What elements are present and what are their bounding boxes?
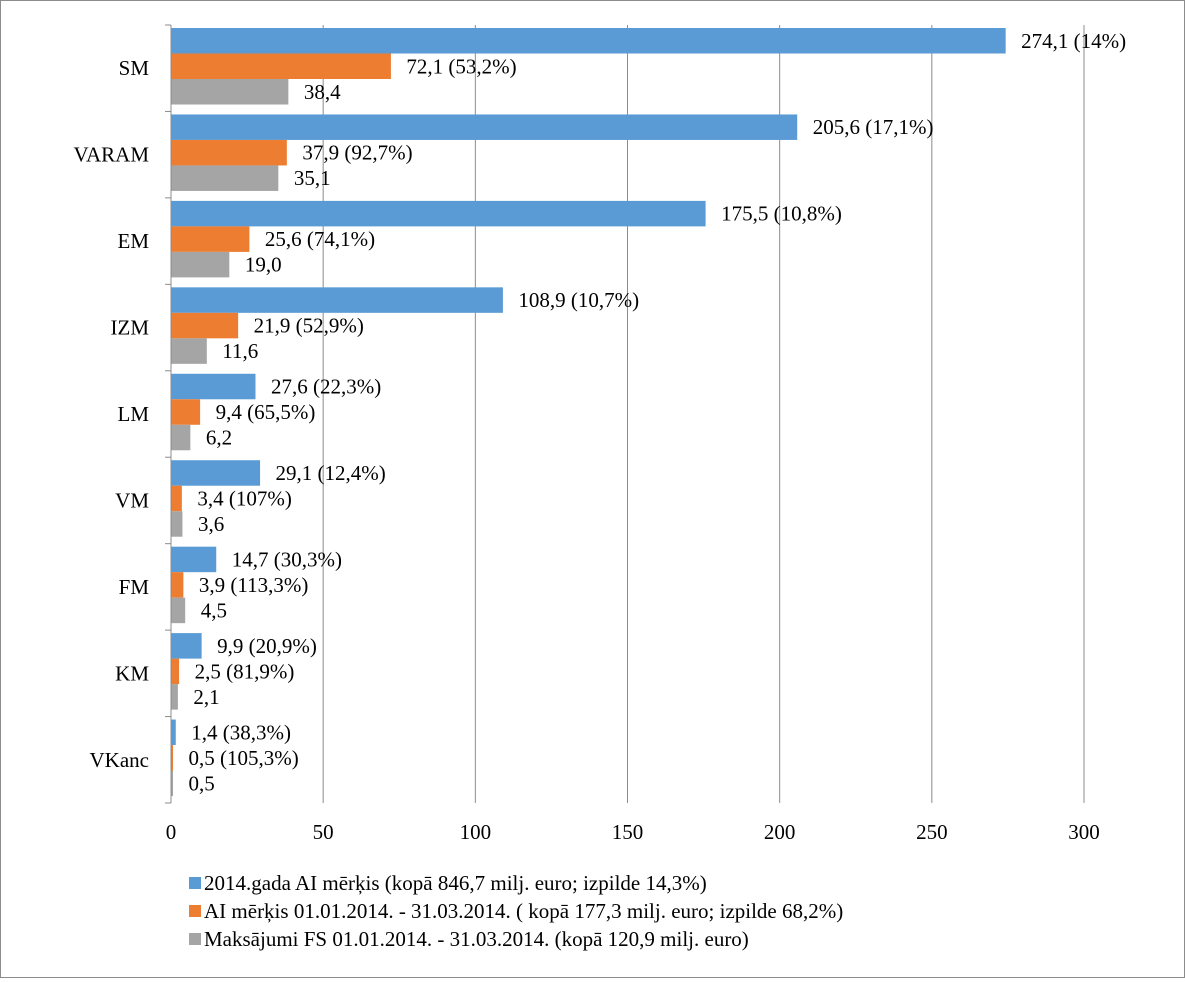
x-tick-label: 250 [916, 820, 948, 844]
bar-km-series-1 [171, 633, 202, 659]
category-label: VM [115, 488, 149, 512]
data-label: 4,5 [201, 598, 227, 622]
category-label: EM [118, 229, 150, 253]
x-tick-label: 50 [313, 820, 334, 844]
data-label: 72,1 (53,2%) [406, 54, 516, 78]
category-label: KM [115, 661, 149, 685]
data-label: 25,6 (74,1%) [265, 227, 375, 251]
bar-vm-series-2 [171, 485, 182, 512]
data-label: 35,1 [294, 166, 331, 190]
x-tick-labels: 0 50 100 150 200 250 300 [166, 820, 1100, 844]
bar-vkanc-series-2 [171, 745, 174, 771]
bar-lm-series-2 [171, 399, 201, 425]
bar-vkanc-series-3 [171, 770, 174, 797]
bar-km-series-3 [171, 684, 178, 710]
bar-izm-series-3 [171, 338, 207, 364]
data-label: 6,2 [206, 426, 232, 450]
data-labels: 274,1 (14%) 72,1 (53,2%) 38,4 205,6 (17,1%)… [189, 29, 1127, 796]
bar-lm-series-3 [171, 424, 191, 451]
category-labels: SM VARAM EM IZM LM VM FM KM VKanc [74, 56, 150, 772]
category-label: SM [119, 56, 150, 80]
data-label: 9,9 (20,9%) [217, 634, 317, 658]
x-tick-label: 150 [612, 820, 644, 844]
legend-swatch [189, 905, 201, 917]
data-label: 175,5 (10,8%) [721, 202, 842, 226]
data-label: 0,5 (105,3%) [189, 746, 299, 770]
data-label: 37,9 (92,7%) [302, 141, 412, 165]
data-label: 29,1 (12,4%) [276, 461, 386, 485]
bar-sm-series-2 [171, 53, 391, 79]
bar-fm-series-1 [171, 546, 217, 573]
legend-entry: 2014.gada AI mērķis (kopā 846,7 milj. eu… [204, 871, 707, 895]
bar-lm-series-1 [171, 373, 256, 400]
category-label: IZM [111, 316, 150, 340]
bars [171, 28, 1006, 797]
bar-varam-series-1 [171, 114, 798, 140]
data-label: 205,6 (17,1%) [813, 115, 934, 139]
bar-sm-series-1 [171, 28, 1006, 54]
bar-vm-series-1 [171, 460, 261, 486]
data-label: 2,5 (81,9%) [195, 659, 295, 683]
data-label: 3,9 (113,3%) [199, 573, 308, 597]
gridlines [322, 25, 1085, 803]
legend-swatch [189, 877, 201, 889]
bar-sm-series-3 [171, 79, 289, 105]
bar-em-series-1 [171, 200, 706, 227]
data-label: 27,6 (22,3%) [271, 375, 381, 399]
bar-izm-series-2 [171, 312, 239, 339]
data-label: 1,4 (38,3%) [191, 720, 291, 744]
data-label: 38,4 [304, 80, 341, 104]
legend: 2014.gada AI mērķis (kopā 846,7 milj. eu… [189, 871, 843, 951]
bar-izm-series-1 [171, 287, 503, 313]
data-label: 0,5 [189, 771, 215, 795]
bar-vm-series-3 [171, 511, 183, 537]
axes [165, 24, 172, 804]
bar-fm-series-3 [171, 597, 186, 624]
x-tick-label: 100 [460, 820, 492, 844]
bar-vkanc-series-1 [171, 719, 176, 746]
data-label: 2,1 [193, 685, 219, 709]
data-label: 274,1 (14%) [1021, 29, 1126, 53]
data-label: 19,0 [245, 253, 282, 277]
legend-swatch [189, 933, 201, 945]
category-label: VARAM [74, 143, 150, 167]
bar-fm-series-2 [171, 572, 184, 598]
x-tick-label: 300 [1068, 820, 1100, 844]
category-label: LM [118, 402, 150, 426]
x-tick-label: 0 [166, 820, 177, 844]
legend-entry: AI mērķis 01.01.2014. - 31.03.2014. ( ko… [204, 899, 843, 923]
bar-em-series-3 [171, 251, 230, 278]
data-label: 14,7 (30,3%) [232, 547, 342, 571]
bar-em-series-2 [171, 226, 250, 252]
data-label: 11,6 [222, 339, 258, 363]
data-label: 3,4 (107%) [197, 486, 291, 510]
x-tick-label: 200 [764, 820, 796, 844]
bar-km-series-2 [171, 658, 180, 685]
bar-varam-series-2 [171, 139, 287, 166]
category-label: VKanc [90, 748, 149, 772]
category-label: FM [119, 575, 150, 599]
data-label: 108,9 (10,7%) [518, 288, 639, 312]
data-label: 21,9 (52,9%) [254, 314, 364, 338]
legend-entry: Maksājumi FS 01.01.2014. - 31.03.2014. (… [204, 927, 749, 951]
data-label: 9,4 (65,5%) [216, 400, 316, 424]
bar-varam-series-3 [171, 165, 279, 191]
data-label: 3,6 [198, 512, 224, 536]
